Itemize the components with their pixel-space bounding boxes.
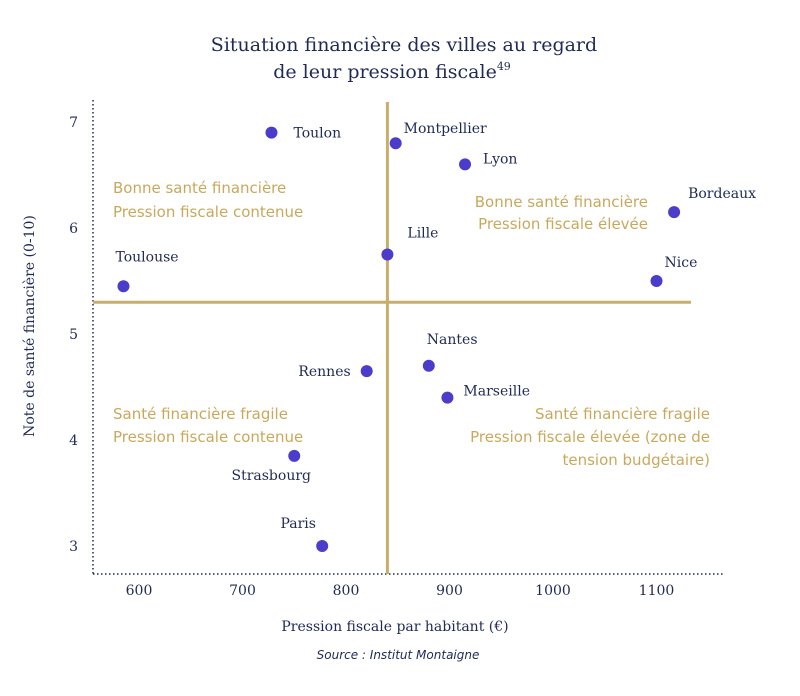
point-nantes xyxy=(422,359,435,372)
point-nice xyxy=(650,275,663,287)
x-tick-labels: 600 700 800 900 1000 1100 xyxy=(126,583,675,599)
quadrant-top-left: Bonne santé financière Pression fiscale … xyxy=(113,179,303,221)
quadrant-top-left-line2: Pression fiscale contenue xyxy=(113,203,303,221)
y-axis-label: Note de santé financière (0-10) xyxy=(22,215,38,437)
source-note: Source : Institut Montaigne xyxy=(317,648,480,662)
point-marseille xyxy=(441,391,454,404)
quadrant-top-right-line1: Bonne santé financière xyxy=(475,193,648,211)
quadrant-top-left-line1: Bonne santé financière xyxy=(113,179,286,197)
quadrant-bottom-right: Santé financière fragile Pression fiscal… xyxy=(470,405,710,469)
point-rennes xyxy=(360,365,373,378)
point-toulouse xyxy=(117,280,130,293)
quadrant-bottom-left: Santé financière fragile Pression fiscal… xyxy=(113,405,303,446)
y-tick-3: 3 xyxy=(69,539,78,555)
point-strasbourg xyxy=(288,449,301,462)
y-tick-4: 4 xyxy=(69,433,78,449)
point-label-montpellier: Montpellier xyxy=(404,121,487,137)
point-label-marseille: Marseille xyxy=(463,384,530,400)
x-tick-600: 600 xyxy=(126,583,153,599)
chart-title-line2: de leur pression fiscale49 xyxy=(273,60,511,83)
point-lyon xyxy=(459,158,472,171)
y-tick-7: 7 xyxy=(69,115,78,131)
point-label-toulon: Toulon xyxy=(293,126,341,142)
x-tick-900: 900 xyxy=(436,583,463,599)
point-label-nice: Nice xyxy=(665,255,698,271)
quadrant-bottom-left-line2: Pression fiscale contenue xyxy=(113,428,303,446)
quadrant-bottom-right-line1: Santé financière fragile xyxy=(535,405,710,423)
y-tick-labels: 3 4 5 6 7 xyxy=(69,115,78,555)
point-paris xyxy=(316,540,329,552)
y-tick-6: 6 xyxy=(69,221,78,237)
x-tick-800: 800 xyxy=(333,583,360,599)
point-label-toulouse: Toulouse xyxy=(115,249,178,265)
quadrant-bottom-right-line3: tension budgétaire) xyxy=(562,451,710,469)
x-axis-label: Pression fiscale par habitant (€) xyxy=(281,619,508,635)
point-label-rennes: Rennes xyxy=(298,364,350,380)
chart-title-line2-text: de leur pression fiscale xyxy=(273,61,497,83)
quadrant-top-right-line2: Pression fiscale élevée xyxy=(478,215,648,233)
point-label-bordeaux: Bordeaux xyxy=(688,186,756,202)
quadrant-bottom-left-line1: Santé financière fragile xyxy=(113,405,288,423)
x-tick-1100: 1100 xyxy=(639,583,675,599)
chart-title-footnote: 49 xyxy=(497,60,511,73)
point-toulon xyxy=(265,126,278,139)
quadrant-bottom-right-line2: Pression fiscale élevée (zone de xyxy=(470,428,710,446)
y-tick-5: 5 xyxy=(69,327,78,343)
chart-title-line1: Situation financière des villes au regar… xyxy=(211,34,597,56)
x-tick-700: 700 xyxy=(229,583,256,599)
x-tick-1000: 1000 xyxy=(535,583,571,599)
data-points: Toulon Montpellier Lyon Bordeaux Lille Toulou… xyxy=(115,121,756,552)
point-montpellier xyxy=(389,137,402,150)
point-label-nantes: Nantes xyxy=(427,332,478,348)
quadrant-top-right: Bonne santé financière Pression fiscale … xyxy=(475,193,648,233)
point-lille xyxy=(381,248,394,261)
point-bordeaux xyxy=(668,206,681,219)
point-label-paris: Paris xyxy=(280,516,316,532)
point-label-lille: Lille xyxy=(407,226,438,242)
point-label-lyon: Lyon xyxy=(483,151,517,167)
point-label-strasbourg: Strasbourg xyxy=(231,468,311,484)
